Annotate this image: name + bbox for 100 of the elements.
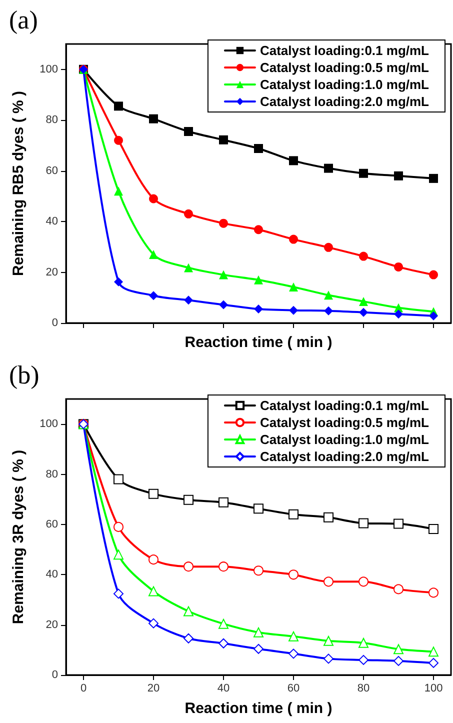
point <box>254 225 263 234</box>
point <box>288 509 298 520</box>
point <box>219 270 228 280</box>
point <box>429 174 438 183</box>
x-tick-label: 40 <box>217 682 230 694</box>
point <box>428 588 438 598</box>
point <box>289 306 298 315</box>
x-axis-title: Reaction time ( min ) <box>184 700 332 717</box>
point <box>359 252 368 261</box>
point <box>184 263 193 272</box>
legend-label: Catalyst loading:0.1 mg/mL <box>260 43 430 58</box>
point <box>324 654 334 664</box>
y-axis-title: Remaining RB5 dyes ( % ) <box>10 90 27 276</box>
point <box>149 194 158 204</box>
point <box>219 135 228 144</box>
legend-label: Catalyst loading:0.5 mg/mL <box>260 60 430 75</box>
point <box>149 250 158 260</box>
point <box>184 633 194 644</box>
point <box>114 522 124 532</box>
point <box>148 554 158 565</box>
point <box>218 497 228 508</box>
point <box>114 277 123 286</box>
point <box>359 296 368 306</box>
point <box>358 576 368 587</box>
point <box>254 644 264 654</box>
point <box>394 644 404 654</box>
point <box>148 586 158 596</box>
point <box>184 606 194 616</box>
point <box>358 518 368 528</box>
point <box>324 242 333 252</box>
point <box>254 275 263 284</box>
point <box>358 654 368 665</box>
point <box>324 576 334 587</box>
point <box>359 308 368 317</box>
point <box>114 102 123 111</box>
point <box>254 304 263 314</box>
y-tick-label: 100 <box>40 63 58 76</box>
point <box>324 306 333 316</box>
point <box>288 570 298 580</box>
x-tick-label: 100 <box>424 682 443 694</box>
point <box>184 296 193 305</box>
point <box>218 638 228 648</box>
y-tick-label: 40 <box>46 216 58 228</box>
point <box>359 168 368 178</box>
y-tick-label: 20 <box>46 266 58 278</box>
point <box>254 566 264 576</box>
legend-label: Catalyst loading:0.1 mg/mL <box>260 398 430 413</box>
x-tick-label: 0 <box>80 682 87 694</box>
point <box>184 209 193 218</box>
y-tick-label: 0 <box>52 669 58 681</box>
x-tick-label: 20 <box>147 682 160 694</box>
point <box>218 562 228 572</box>
point <box>289 234 298 244</box>
point <box>428 658 438 668</box>
y-tick-label: 60 <box>46 518 58 530</box>
point <box>428 646 438 657</box>
point <box>394 262 403 272</box>
point <box>114 588 124 599</box>
point <box>394 656 404 666</box>
point <box>254 627 264 638</box>
point <box>324 636 334 646</box>
y-tick-label: 60 <box>46 164 58 177</box>
point <box>184 127 193 136</box>
x-axis-title: Reaction time ( min ) <box>184 334 332 351</box>
point <box>324 512 334 522</box>
point <box>149 291 158 300</box>
x-tick-label: 80 <box>357 682 370 694</box>
point <box>219 300 228 310</box>
x-tick-label: 60 <box>287 682 300 694</box>
point <box>148 618 158 628</box>
point <box>394 310 403 319</box>
point <box>184 494 194 505</box>
y-tick-label: 40 <box>46 568 58 581</box>
point <box>149 114 158 124</box>
point <box>219 218 228 228</box>
point <box>394 171 403 180</box>
point <box>114 550 124 560</box>
point <box>358 638 368 648</box>
point <box>184 562 194 572</box>
point <box>114 186 123 196</box>
point <box>114 474 124 484</box>
legend-label: Catalyst loading:1.0 mg/mL <box>260 432 430 447</box>
point <box>394 584 404 594</box>
y-tick-label: 80 <box>46 114 58 126</box>
legend-label: Catalyst loading:1.0 mg/mL <box>260 77 430 92</box>
point <box>254 144 263 153</box>
point <box>324 290 333 300</box>
point <box>218 618 228 629</box>
point <box>324 164 333 173</box>
point <box>288 631 298 642</box>
chart-title: (b) <box>9 360 40 390</box>
y-tick-label: 80 <box>46 468 58 480</box>
point <box>394 518 404 529</box>
point <box>429 311 438 320</box>
y-axis-title: Remaining 3R dyes ( % ) <box>10 450 27 624</box>
point <box>289 282 298 292</box>
point <box>428 524 438 534</box>
point <box>254 504 264 514</box>
y-tick-label: 20 <box>46 618 58 631</box>
legend-label: Catalyst loading:0.5 mg/mL <box>260 415 430 430</box>
